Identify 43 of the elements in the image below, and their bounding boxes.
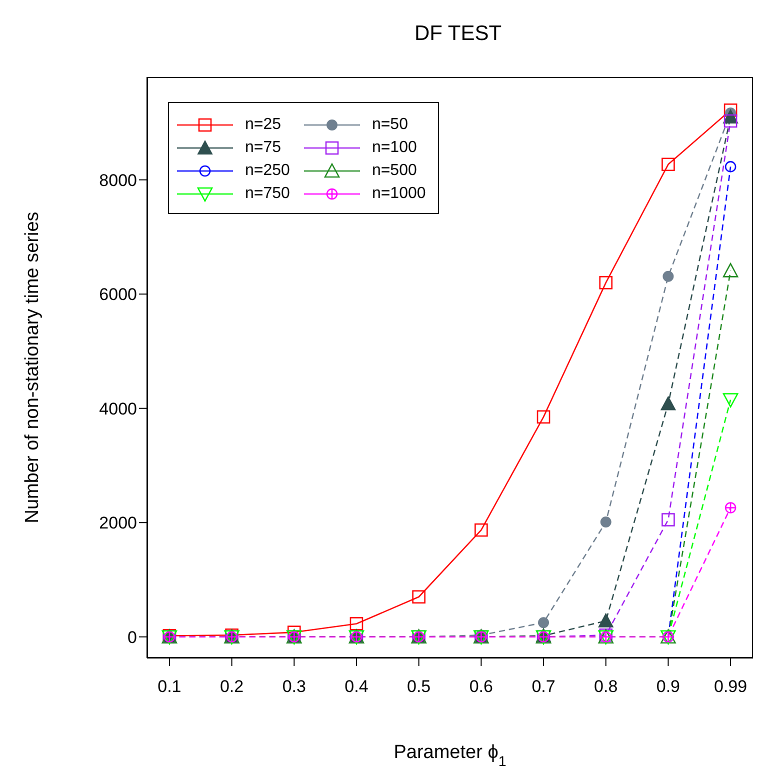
y-tick-label: 2000 [99, 514, 137, 533]
legend-label: n=50 [372, 116, 408, 134]
legend-label: n=500 [372, 162, 417, 180]
x-tick-label: 0.8 [594, 677, 618, 696]
y-tick-label: 4000 [99, 399, 137, 418]
point [600, 516, 612, 528]
point [722, 393, 738, 408]
legend-label: n=100 [372, 138, 417, 156]
legend-label: n=750 [245, 184, 290, 202]
x-tick-label: 0.99 [714, 677, 748, 696]
point [412, 590, 426, 604]
point [599, 276, 613, 290]
y-tick-label: 6000 [99, 285, 137, 304]
x-tick-label: 0.5 [407, 677, 431, 696]
point [662, 158, 675, 172]
point [662, 270, 674, 282]
point [474, 523, 488, 537]
point [724, 103, 738, 117]
x-tick-label: 0.9 [656, 677, 680, 696]
point [536, 410, 550, 424]
point [350, 617, 364, 630]
x-tick-label: 0.1 [158, 677, 182, 696]
x-tick-label: 0.7 [532, 677, 556, 696]
x-tick-label: 0.4 [344, 677, 368, 696]
point [660, 396, 676, 410]
point [662, 513, 675, 526]
legend-label: n=1000 [372, 184, 426, 202]
x-tick-label: 0.6 [469, 677, 493, 696]
legend-label: n=250 [245, 162, 290, 180]
point [598, 613, 614, 628]
x-tick-label: 0.3 [282, 677, 306, 696]
point [722, 263, 738, 278]
x-axis-title: Parameter ϕ$_{1}$ [394, 742, 506, 770]
point [724, 161, 736, 172]
y-axis-title: Number of non-stationary time series [22, 212, 43, 524]
x-tick-label: 0.2 [220, 677, 244, 696]
point [538, 617, 550, 628]
legend-label: n=75 [245, 138, 282, 156]
point [724, 114, 738, 128]
legend-label: n=25 [245, 116, 282, 134]
chart-title: DF TEST [414, 22, 502, 45]
y-tick-label: 8000 [99, 170, 137, 190]
y-tick-label: 0 [128, 628, 137, 647]
